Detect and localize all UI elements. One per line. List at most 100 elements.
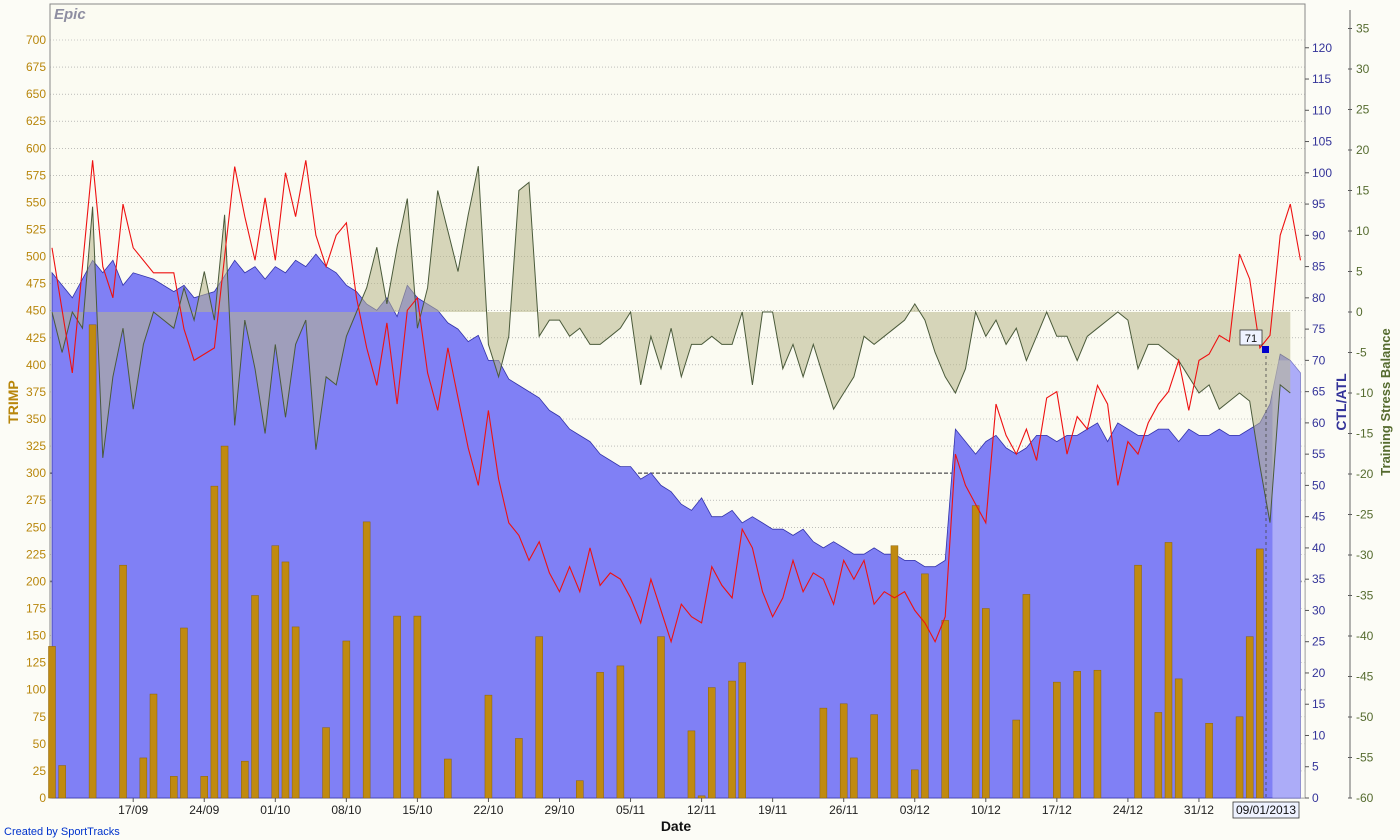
y-left-tick-label: 425 [26,331,46,345]
value-tooltip-box [1239,329,1263,346]
y-left-tick-label: 75 [33,710,47,724]
trimp-bar [342,640,351,799]
y-right1-tick-label: 60 [1312,416,1326,430]
y-left-tick-label: 500 [26,250,46,264]
y-right1-tick-label: 0 [1312,791,1319,805]
x-tick-label: 03/12 [900,803,930,817]
trimp-bar [1164,542,1173,799]
y-left-tick-label: 200 [26,574,46,588]
trimp-bar [708,687,716,799]
trimp-bar [271,545,280,799]
trimp-bar [1235,716,1244,799]
y-right1-axis-label: CTL/ATL [1333,373,1349,431]
trimp-bar [251,595,259,799]
y-right2-tick-label: -25 [1356,508,1374,522]
y-right2-tick-label: 0 [1356,305,1363,319]
axes: 0255075100125150175200225250275300325350… [26,10,1374,817]
trimp-bar [1154,712,1163,799]
trimp-bar [921,573,929,799]
y-right1-tick-label: 115 [1312,72,1331,86]
tsb-area [51,166,1291,523]
y-right1-tick-label: 15 [1312,697,1326,711]
y-right2-tick-label: 15 [1356,184,1370,198]
y-right1-tick-label: 25 [1312,635,1326,649]
trimp-bar [180,627,188,799]
y-right1-tick-label: 20 [1312,666,1326,680]
trimp-bar [119,564,127,799]
y-right1-tick-label: 35 [1312,572,1326,586]
tsb-series [51,166,1291,523]
x-tick-label: 17/12 [1042,803,1072,817]
trimp-bar [535,636,543,799]
trimp-bar [687,730,696,799]
y-left-tick-label: 150 [26,629,46,643]
y-right1-tick-label: 45 [1312,510,1326,524]
x-tick-label: 17/09 [118,803,148,817]
y-right1-tick-label: 120 [1312,41,1332,55]
selection-point [1262,346,1269,353]
atl-line [51,160,1302,644]
x-tick-label: 31/12 [1184,803,1214,817]
y-left-tick-label: 175 [26,602,46,616]
y-left-tick-label: 100 [26,683,46,697]
trimp-bar [657,636,665,799]
trimp-bar [982,608,990,799]
trimp-bar [616,665,625,799]
y-right1-tick-label: 65 [1312,385,1326,399]
y-right1-tick-label: 100 [1312,166,1332,180]
trimp-bar [1073,671,1081,799]
y-left-tick-label: 650 [26,87,46,101]
y-left-tick-label: 675 [26,60,46,74]
trimp-bar [1134,564,1142,799]
y-right2-tick-label: 10 [1356,224,1370,238]
y-right1-tick-label: 10 [1312,728,1326,742]
y-left-tick-label: 475 [26,277,46,291]
trimp-bar [281,561,290,799]
trimp-bar [393,615,401,799]
trimp-bar [1022,594,1031,799]
y-right2-tick-label: -20 [1356,467,1374,481]
y-left-tick-label: 125 [26,656,46,670]
trimp-bar [850,757,858,799]
trimp-bar [170,776,178,799]
trimp-bar [413,615,422,799]
atl-series [51,160,1302,644]
date-tooltip: 09/01/2013 [1236,803,1296,817]
trimp-bars [48,324,1264,799]
y-right2-axis-label: Training Stress Balance [1378,328,1393,475]
y-right1-tick-label: 30 [1312,603,1326,617]
trimp-bar [200,776,208,799]
value-tooltip: 71 [1245,333,1257,345]
x-tick-label: 22/10 [473,803,503,817]
y-left-tick-label: 250 [26,520,46,534]
x-tick-label: 01/10 [260,803,290,817]
y-left-tick-label: 50 [33,737,47,751]
y-left-tick-label: 300 [26,466,46,480]
trimp-bar [241,760,249,799]
y-right2-tick-label: -60 [1356,791,1374,805]
trimp-bar [291,626,300,799]
y-left-tick-label: 275 [26,493,46,507]
x-tick-label: 08/10 [331,803,361,817]
trimp-bar [941,620,949,799]
y-right2-tick-label: 35 [1356,22,1370,36]
y-left-tick-label: 625 [26,114,46,128]
y-left-tick-label: 375 [26,385,46,399]
y-right2-tick-label: -55 [1356,751,1374,765]
trimp-bar [484,694,493,799]
y-right1-tick-label: 55 [1312,447,1326,461]
y-right1-tick-label: 105 [1312,135,1332,149]
y-right1-tick-label: 95 [1312,197,1326,211]
x-tick-label: 24/12 [1113,803,1143,817]
trimp-bar [1093,669,1102,799]
y-right2-tick-label: 20 [1356,143,1370,157]
trimp-bar [88,324,97,799]
y-left-tick-label: 0 [39,791,46,805]
trimp-bar [819,707,828,799]
y-right2-tick-label: -15 [1356,427,1374,441]
trimp-bar [48,646,56,799]
selection-marker[interactable]: 71 09/01/2013 [1232,329,1300,819]
credit-text[interactable]: Created by SportTracks [4,826,120,838]
trimp-bar [839,703,848,799]
y-right2-tick-label: -5 [1356,346,1367,360]
